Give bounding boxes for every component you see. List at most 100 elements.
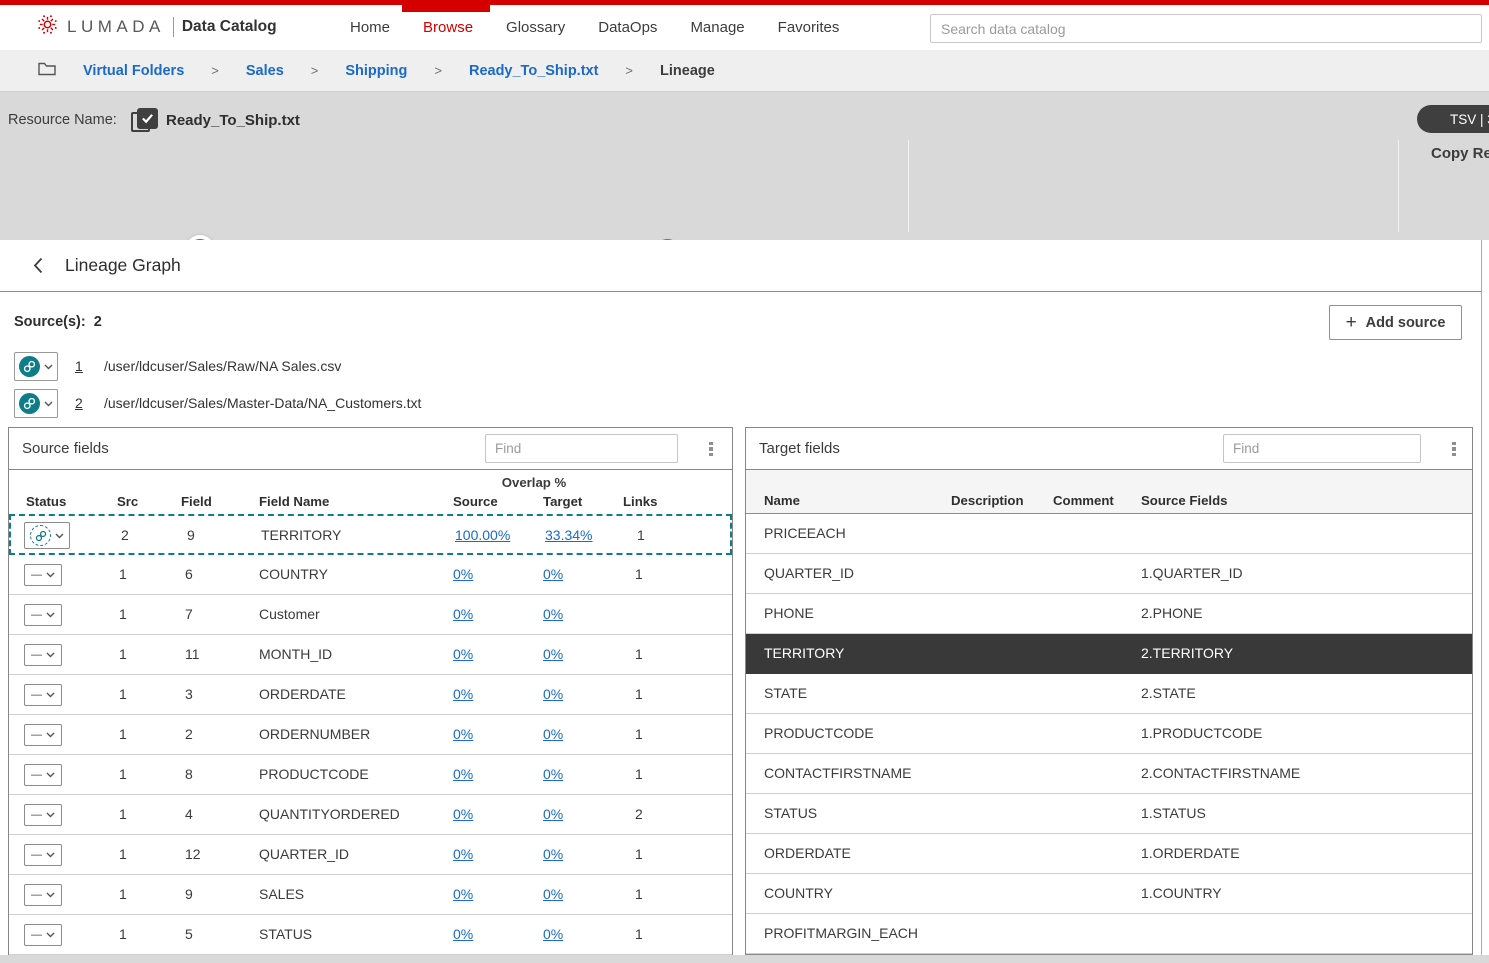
target-fields-rows: PRICEEACH QUARTER_ID 1.QUARTER_ID PHONE … (746, 514, 1472, 954)
source-index-link[interactable]: 1 (75, 358, 83, 374)
source-field-row[interactable]: — 1 4 QUANTITYORDERED 0% 0% 2 (9, 795, 732, 835)
dash-icon: — (31, 810, 42, 821)
overlap-source-link[interactable]: 0% (453, 646, 473, 662)
overlap-target-link[interactable]: 0% (543, 566, 563, 582)
overlap-source-link[interactable]: 0% (453, 846, 473, 862)
overlap-source-link[interactable]: 0% (453, 766, 473, 782)
chevron-down-icon (46, 572, 55, 578)
nav-item-manage[interactable]: Manage (690, 19, 744, 36)
chevron-down-icon (46, 892, 55, 898)
source-field-row[interactable]: — 1 3 ORDERDATE 0% 0% 1 (9, 675, 732, 715)
breadcrumb-virtual-folders[interactable]: Virtual Folders (83, 63, 184, 79)
overlap-target-link[interactable]: 0% (543, 726, 563, 742)
target-field-row[interactable]: PHONE 2.PHONE (746, 594, 1472, 634)
source-fields-find-input[interactable] (485, 434, 678, 463)
source-field-row[interactable]: — 1 6 COUNTRY 0% 0% 1 (9, 555, 732, 595)
lineage-content: Lineage Graph Source(s): 2 + Add source … (0, 240, 1489, 955)
field-cell: 12 (185, 846, 201, 862)
field-status-dropdown[interactable]: — (24, 644, 62, 666)
source-link-dropdown[interactable] (14, 389, 58, 418)
field-status-dropdown[interactable]: — (24, 804, 62, 826)
nav-item-browse[interactable]: Browse (423, 19, 473, 36)
target-field-row[interactable]: PROFITMARGIN_EACH (746, 914, 1472, 954)
src-cell: 1 (119, 806, 127, 822)
add-source-button[interactable]: + Add source (1329, 305, 1462, 340)
dash-icon: — (31, 770, 42, 781)
overlap-target-link[interactable]: 0% (543, 926, 563, 942)
source-field-row[interactable]: — 2 9 TERRITORY 100.00% 33.34% 1 (9, 514, 732, 555)
target-field-row[interactable]: CONTACTFIRSTNAME 2.CONTACTFIRSTNAME (746, 754, 1472, 794)
target-field-row[interactable]: QUARTER_ID 1.QUARTER_ID (746, 554, 1472, 594)
source-fields-cell: 2.CONTACTFIRSTNAME (1141, 765, 1300, 781)
overlap-source-link[interactable]: 0% (453, 726, 473, 742)
page-title: Lineage Graph (65, 255, 181, 276)
dash-icon: — (31, 930, 42, 941)
target-field-row[interactable]: PRICEEACH (746, 514, 1472, 554)
nav-item-glossary[interactable]: Glossary (506, 19, 565, 36)
back-button[interactable] (33, 257, 43, 274)
overlap-target-link[interactable]: 0% (543, 886, 563, 902)
nav-item-home[interactable]: Home (350, 19, 390, 36)
source-index-link[interactable]: 2 (75, 395, 83, 411)
source-field-row[interactable]: — 1 11 MONTH_ID 0% 0% 1 (9, 635, 732, 675)
source-fields-cell: 2.STATE (1141, 685, 1196, 701)
field-status-dropdown[interactable]: — (24, 522, 70, 549)
field-status-dropdown[interactable]: — (24, 764, 62, 786)
overlap-source-link[interactable]: 0% (453, 566, 473, 582)
copy-resource-button[interactable]: Copy Res (1431, 145, 1489, 162)
overlap-target-link[interactable]: 0% (543, 646, 563, 662)
field-status-dropdown[interactable]: — (24, 604, 62, 626)
links-cell: 1 (635, 766, 643, 782)
col-source-fields: Source Fields (1141, 493, 1227, 508)
breadcrumb-sales[interactable]: Sales (246, 63, 284, 79)
target-field-row[interactable]: TERRITORY 2.TERRITORY (746, 634, 1472, 674)
field-status-dropdown[interactable]: — (24, 884, 62, 906)
target-field-row[interactable]: STATUS 1.STATUS (746, 794, 1472, 834)
field-cell: 9 (185, 886, 193, 902)
target-fields-find-input[interactable] (1223, 434, 1421, 463)
resource-name-label: Resource Name: (8, 112, 117, 128)
target-field-row[interactable]: PRODUCTCODE 1.PRODUCTCODE (746, 714, 1472, 754)
target-name-cell: COUNTRY (764, 885, 833, 901)
target-field-row[interactable]: STATE 2.STATE (746, 674, 1472, 714)
overlap-source-link[interactable]: 0% (453, 806, 473, 822)
overlap-source-link[interactable]: 0% (453, 926, 473, 942)
chevron-down-icon (46, 852, 55, 858)
overlap-source-link[interactable]: 0% (453, 686, 473, 702)
field-status-dropdown[interactable]: — (24, 724, 62, 746)
target-field-row[interactable]: COUNTRY 1.COUNTRY (746, 874, 1472, 914)
overlap-target-link[interactable]: 0% (543, 766, 563, 782)
nav-item-dataops[interactable]: DataOps (598, 19, 657, 36)
vertical-scrollbar[interactable] (1481, 240, 1489, 955)
source-field-row[interactable]: — 1 2 ORDERNUMBER 0% 0% 1 (9, 715, 732, 755)
source-field-row[interactable]: — 1 12 QUARTER_ID 0% 0% 1 (9, 835, 732, 875)
overlap-target-link[interactable]: 0% (543, 806, 563, 822)
overlap-target-link[interactable]: 0% (543, 846, 563, 862)
field-status-dropdown[interactable]: — (24, 924, 62, 946)
overlap-source-link[interactable]: 0% (453, 886, 473, 902)
nav-item-favorites[interactable]: Favorites (778, 19, 840, 36)
target-field-row[interactable]: ORDERDATE 1.ORDERDATE (746, 834, 1472, 874)
source-field-row[interactable]: — 1 9 SALES 0% 0% 1 (9, 875, 732, 915)
field-status-dropdown[interactable]: — (24, 564, 62, 586)
search-input[interactable] (930, 14, 1482, 43)
kebab-menu-icon[interactable] (1444, 438, 1464, 460)
overlap-source-link[interactable]: 0% (453, 606, 473, 622)
source-field-row[interactable]: — 1 5 STATUS 0% 0% 1 (9, 915, 732, 955)
kebab-menu-icon[interactable] (701, 438, 721, 460)
overlap-source-link[interactable]: 100.00% (455, 527, 510, 543)
format-badge: TSV | 3 (1417, 105, 1489, 133)
overlap-target-link[interactable]: 0% (543, 686, 563, 702)
field-status-dropdown[interactable]: — (24, 684, 62, 706)
col-comment: Comment (1053, 493, 1114, 508)
source-field-row[interactable]: — 1 8 PRODUCTCODE 0% 0% 1 (9, 755, 732, 795)
breadcrumb-resource[interactable]: Ready_To_Ship.txt (469, 63, 598, 79)
breadcrumb-shipping[interactable]: Shipping (345, 63, 407, 79)
source-link-dropdown[interactable] (14, 352, 58, 381)
source-field-row[interactable]: — 1 7 Customer 0% 0% (9, 595, 732, 635)
field-status-dropdown[interactable]: — (24, 844, 62, 866)
overlap-target-link[interactable]: 33.34% (545, 527, 592, 543)
overlap-target-link[interactable]: 0% (543, 606, 563, 622)
target-fields-column-header: Name Description Comment Source Fields (746, 470, 1472, 514)
source-list-item: 1 /user/ldcuser/Sales/Raw/NA Sales.csv (0, 352, 1481, 389)
